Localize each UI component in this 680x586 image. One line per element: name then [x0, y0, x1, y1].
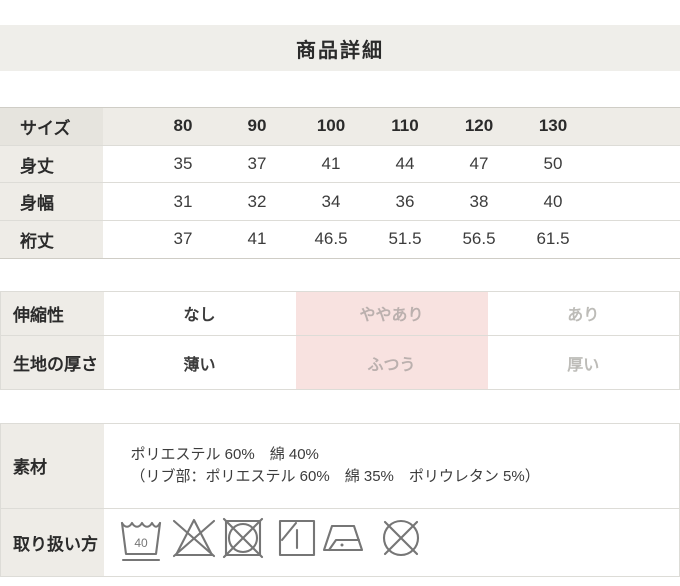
svg-text:40: 40	[134, 536, 148, 550]
